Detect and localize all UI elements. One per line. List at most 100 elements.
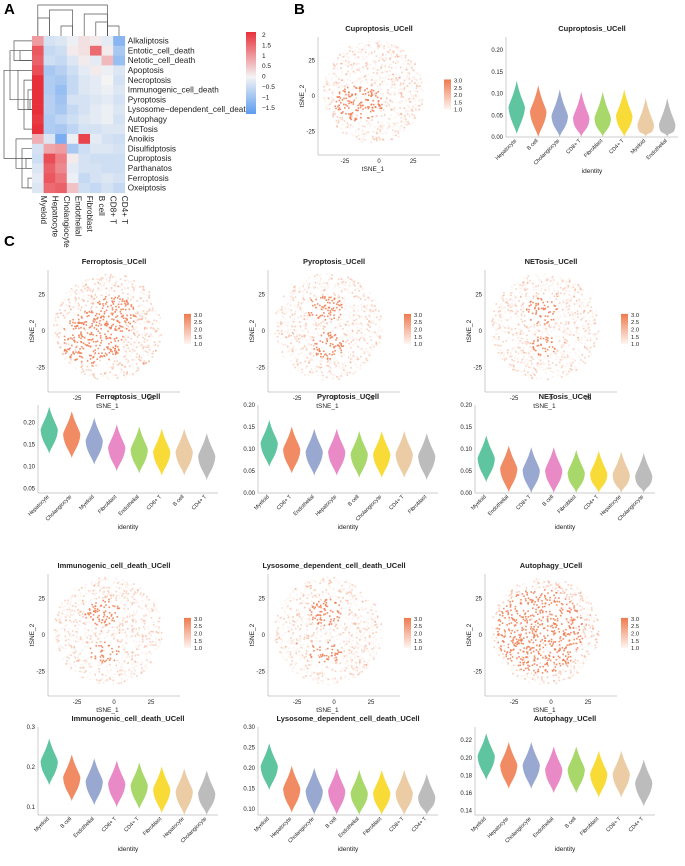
tsne-point	[65, 342, 68, 345]
tsne-point	[81, 282, 84, 284]
tsne-point	[547, 285, 550, 288]
tsne-point	[325, 299, 328, 301]
tsne-point	[328, 370, 331, 372]
tsne-point	[82, 599, 84, 602]
tsne-point	[133, 350, 136, 352]
heatmap-cell	[113, 134, 126, 145]
tsne-point	[557, 318, 560, 320]
tsne-point	[308, 361, 310, 364]
tsne-point	[70, 635, 72, 637]
tsne-point	[393, 75, 395, 78]
tsne-y-tick: -25	[256, 366, 265, 372]
tsne-point	[102, 655, 104, 657]
tsne-point	[413, 116, 416, 119]
tsne-point	[92, 278, 94, 281]
tsne-point	[148, 651, 151, 653]
heatmap-cell	[66, 114, 79, 125]
tsne-point	[100, 678, 103, 681]
tsne-point	[58, 634, 60, 637]
tsne-point	[517, 322, 519, 325]
tsne-point	[497, 343, 499, 346]
tsne-point	[297, 369, 300, 372]
tsne-point	[355, 118, 358, 120]
tsne-point	[350, 113, 353, 116]
tsne-point	[75, 630, 78, 633]
tsne-point	[142, 348, 144, 351]
tsne-point	[336, 375, 338, 378]
tsne-point	[532, 372, 535, 375]
tsne-point	[146, 320, 148, 323]
tsne-point	[73, 353, 75, 355]
tsne-point	[526, 343, 528, 345]
heatmap-col-label: CD4+ T	[120, 196, 129, 224]
tsne-point	[560, 286, 562, 289]
tsne-point	[351, 112, 354, 114]
tsne-point	[79, 309, 82, 312]
tsne-point	[370, 63, 372, 66]
tsne-point	[299, 639, 301, 642]
tsne-point	[528, 326, 531, 329]
tsne-point	[342, 332, 345, 334]
tsne-point	[136, 353, 138, 355]
tsne-point	[511, 347, 514, 349]
tsne-point	[103, 591, 105, 593]
tsne-point	[325, 376, 328, 379]
tsne-point	[502, 340, 505, 343]
tsne-point	[352, 339, 355, 341]
tsne-point	[86, 286, 88, 289]
tsne-point	[570, 365, 573, 368]
tsne-point	[133, 359, 136, 361]
tsne-point	[283, 313, 286, 315]
tsne-point	[377, 99, 380, 102]
tsne-point	[337, 304, 340, 306]
tsne-point	[383, 47, 386, 50]
tsne-point	[321, 357, 324, 359]
tsne-point	[507, 353, 509, 355]
tsne-point	[131, 625, 134, 627]
tsne-point	[123, 680, 126, 683]
tsne-plot-immunogenic: Immunogenic_cell_death_UCell-25 0 25250-25…	[29, 561, 202, 714]
tsne-point	[339, 54, 341, 56]
tsne-point	[409, 62, 411, 65]
tsne-point	[141, 317, 144, 320]
tsne-point	[136, 312, 139, 315]
tsne-point	[67, 599, 69, 602]
tsne-point	[374, 92, 377, 95]
tsne-point	[101, 632, 104, 634]
tsne-point	[372, 89, 375, 92]
tsne-point	[353, 280, 355, 283]
tsne-point	[588, 319, 591, 322]
tsne-point	[345, 83, 348, 86]
tsne-point	[349, 354, 352, 356]
tsne-point	[333, 334, 336, 337]
tsne-point	[384, 59, 387, 61]
heatmap-row-dendrogram	[27, 177, 32, 189]
tsne-point	[516, 310, 519, 313]
tsne-point	[354, 53, 357, 55]
tsne-point	[146, 638, 148, 640]
tsne-point	[94, 657, 97, 660]
tsne-point	[102, 285, 104, 287]
tsne-point	[133, 610, 135, 613]
tsne-point	[124, 305, 127, 307]
tsne-point	[145, 333, 148, 335]
tsne-point	[331, 346, 333, 348]
tsne-point	[291, 298, 294, 300]
tsne-point	[516, 308, 518, 311]
heatmap-cell	[113, 85, 126, 96]
tsne-point	[381, 54, 384, 57]
tsne-point	[144, 645, 146, 647]
tsne-point	[345, 599, 347, 602]
tsne-point	[103, 354, 105, 357]
tsne-point	[376, 72, 378, 74]
tsne-point	[102, 298, 105, 301]
tsne-point	[328, 104, 330, 107]
tsne-point	[362, 657, 364, 660]
tsne-point	[404, 115, 406, 118]
tsne-point	[99, 581, 101, 584]
tsne-point	[504, 311, 506, 313]
tsne-point	[124, 275, 126, 277]
tsne-point	[82, 610, 85, 613]
tsne-point	[67, 343, 70, 346]
tsne-point	[106, 362, 108, 365]
